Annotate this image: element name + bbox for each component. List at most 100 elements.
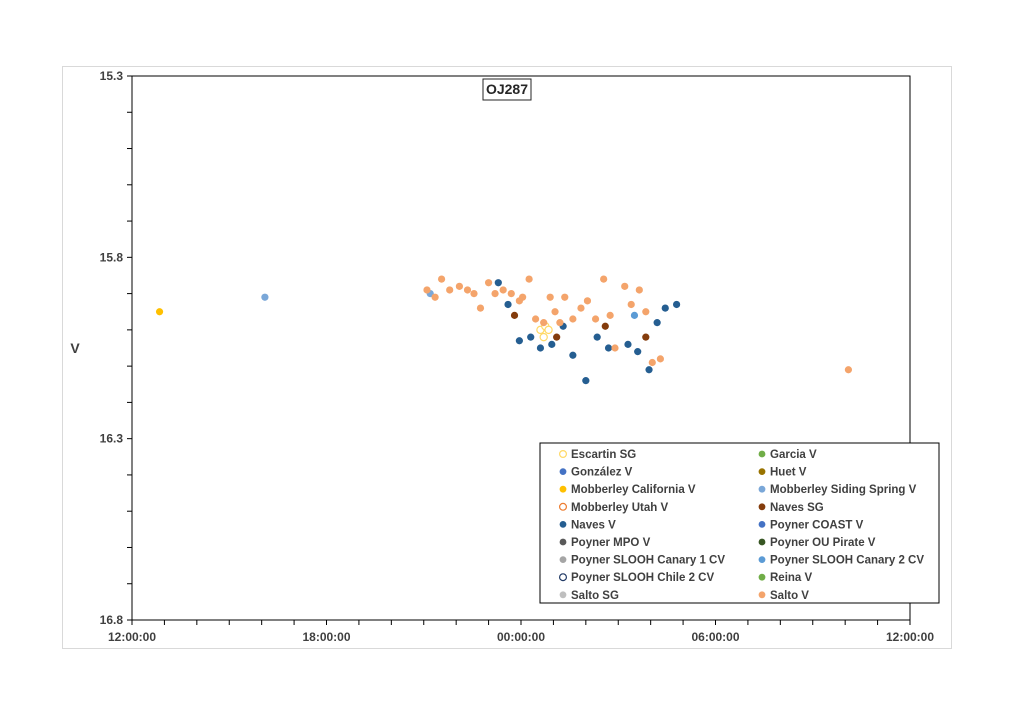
- chart-title: OJ287: [486, 81, 528, 97]
- legend-label: Mobberley Utah V: [571, 502, 668, 514]
- y-tick-label: 15.8: [100, 250, 124, 264]
- x-tick-label: 12:00:00: [886, 630, 934, 644]
- legend-marker: [758, 538, 766, 546]
- data-point: [645, 366, 653, 374]
- data-point: [844, 366, 853, 374]
- data-point: [531, 315, 540, 323]
- data-point: [577, 304, 585, 312]
- legend-label: Salto SG: [571, 590, 619, 602]
- data-point: [515, 337, 523, 345]
- data-point: [548, 340, 556, 348]
- data-point: [621, 282, 629, 290]
- legend-label: Poyner SLOOH Chile 2 CV: [571, 572, 714, 584]
- legend-marker: [559, 450, 568, 459]
- legend-label: Poyner COAST V: [770, 519, 864, 531]
- data-point: [553, 333, 561, 341]
- legend-marker: [559, 591, 567, 599]
- data-point: [507, 290, 515, 298]
- data-point: [648, 358, 656, 367]
- data-point: [600, 275, 608, 283]
- data-point: [431, 293, 439, 301]
- data-point: [437, 275, 446, 283]
- legend-marker: [758, 485, 766, 493]
- legend-label: Poyner SLOOH Canary 1 CV: [571, 555, 725, 567]
- data-point: [544, 325, 553, 335]
- legend-label: Escartin SG: [571, 449, 636, 461]
- data-point: [494, 279, 502, 287]
- data-point: [569, 315, 577, 323]
- data-point: [499, 286, 507, 294]
- data-point: [656, 355, 664, 363]
- data-point: [661, 304, 669, 312]
- data-point: [155, 308, 164, 316]
- data-point: [561, 293, 569, 301]
- legend-marker: [559, 538, 567, 546]
- data-point: [601, 322, 609, 330]
- data-point: [593, 333, 601, 341]
- y-tick-label: 15.3: [100, 69, 124, 83]
- legend-marker: [559, 502, 568, 511]
- data-point: [446, 286, 454, 294]
- scatter-chart: 12:00:00 18:00:00 00:00:00 06:00:00 12:00:00…: [70, 69, 940, 644]
- data-point: [624, 340, 632, 348]
- legend-marker: [758, 450, 766, 458]
- data-point: [470, 290, 478, 298]
- data-point: [491, 290, 499, 298]
- legend-marker: [559, 468, 567, 475]
- legend-marker: [559, 573, 568, 582]
- legend-label: Poyner SLOOH Canary 2 CV: [770, 555, 924, 567]
- legend-marker: [559, 521, 567, 528]
- data-point: [606, 311, 614, 319]
- legend-label: Mobberley Siding Spring V: [770, 484, 917, 496]
- data-point: [591, 315, 600, 323]
- data-point: [653, 319, 661, 327]
- legend-marker: [559, 485, 567, 493]
- data-point: [527, 333, 535, 341]
- legend-label: González V: [571, 467, 633, 479]
- data-point: [463, 286, 472, 294]
- legend-label: Naves SG: [770, 502, 824, 514]
- data-point: [261, 293, 269, 301]
- data-point: [582, 377, 590, 385]
- legend-marker: [758, 503, 766, 511]
- legend-marker: [758, 468, 766, 475]
- legend-marker: [758, 556, 766, 563]
- data-point: [536, 344, 545, 352]
- data-point: [525, 275, 533, 283]
- legend-label: Salto V: [770, 590, 809, 602]
- data-point: [630, 311, 639, 319]
- data-point: [504, 300, 512, 309]
- x-tick-label: 12:00:00: [108, 630, 156, 644]
- data-point: [556, 319, 564, 327]
- data-point: [484, 279, 493, 287]
- data-point: [476, 304, 485, 312]
- data-point: [540, 319, 548, 327]
- data-point: [569, 351, 577, 359]
- x-tick-label: 00:00:00: [497, 630, 545, 644]
- data-point: [634, 348, 642, 356]
- data-point: [673, 300, 681, 309]
- y-axis-label: V: [70, 340, 80, 356]
- legend-label: Poyner MPO V: [571, 537, 651, 549]
- y-tick-label: 16.8: [100, 613, 124, 627]
- y-tick-label: 16.3: [100, 432, 124, 446]
- legend-marker: [559, 556, 567, 563]
- legend-marker: [758, 521, 766, 528]
- data-point: [635, 286, 643, 294]
- data-point: [519, 293, 527, 301]
- data-point: [539, 332, 548, 342]
- legend-box: [539, 442, 940, 604]
- chart-figure: 12:00:00 18:00:00 00:00:00 06:00:00 12:00:00…: [62, 66, 952, 649]
- legend-label: Garcia V: [770, 449, 817, 461]
- data-point: [551, 308, 559, 316]
- legend: Escartin SG Garcia V González V Huet V Mobbe…: [539, 442, 940, 604]
- data-point: [611, 344, 619, 352]
- data-point: [583, 297, 592, 305]
- legend-label: Mobberley California V: [571, 484, 696, 496]
- data-point: [455, 282, 464, 290]
- legend-label: Reina V: [770, 572, 813, 584]
- data-point: [642, 308, 650, 316]
- legend-marker: [758, 591, 766, 599]
- legend-label: Naves V: [571, 519, 616, 531]
- chart-title-box: [482, 78, 532, 101]
